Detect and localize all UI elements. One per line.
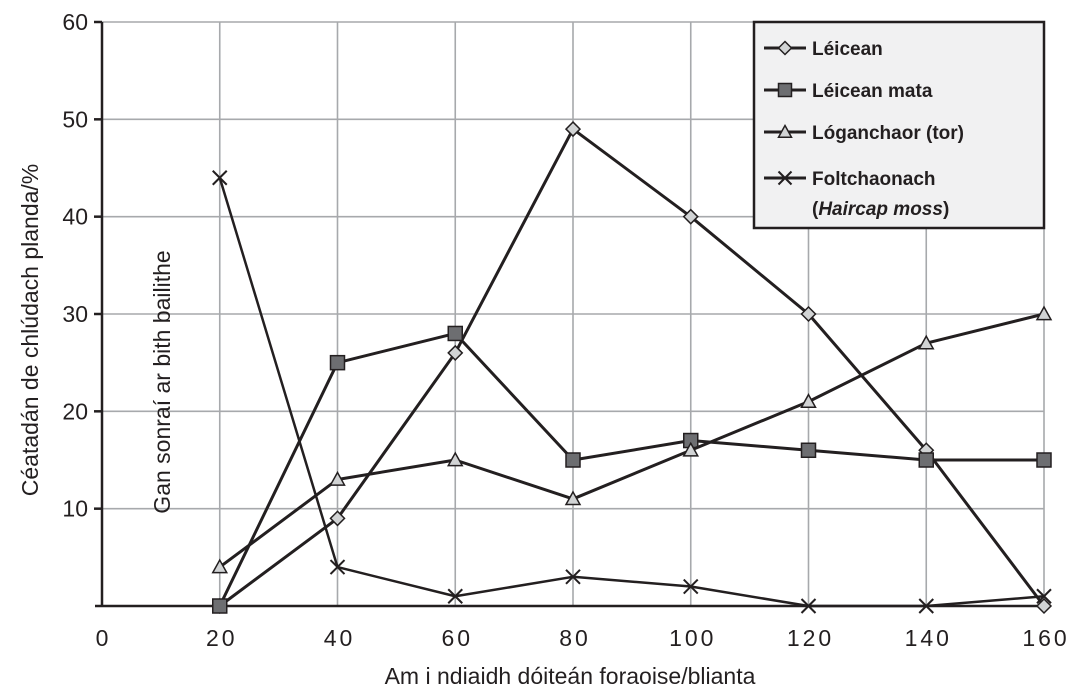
legend-item: Lóganchaor (tor) — [764, 123, 964, 144]
data-point-diamond — [777, 40, 793, 56]
legend: Léicean Léicean mata Lóganchaor (tor) Foltc… — [752, 20, 1046, 230]
cross-stroke — [1036, 588, 1052, 604]
y-tick-label: 30 — [62, 301, 88, 327]
x-axis-label: Am i ndiaidh dóiteán foraoise/blianta — [385, 663, 756, 689]
cross-stroke — [777, 170, 793, 186]
data-point-diamond — [447, 344, 464, 361]
data-point-triangle — [446, 451, 464, 467]
x-tick-label: 80 — [559, 625, 591, 651]
data-point-cross — [777, 170, 793, 186]
legend-item: Léicean — [764, 39, 883, 60]
series-square — [212, 325, 1052, 614]
x-tick-labels: 0 20 40 60 80 100 120 140 160 — [96, 625, 1069, 651]
data-point-diamond — [800, 305, 817, 323]
data-point-square — [329, 354, 346, 371]
cross-stroke — [918, 598, 934, 614]
cross-stroke — [329, 559, 346, 575]
data-point-triangle — [917, 334, 935, 350]
series-line — [218, 331, 1044, 607]
y-tick-label: 20 — [62, 398, 88, 424]
legend-label-secondary: (Haircap moss) — [812, 199, 949, 220]
cross-stroke — [212, 170, 228, 186]
cross-stroke — [800, 598, 817, 614]
legend-box — [752, 20, 1046, 230]
y-tick-label: 10 — [62, 496, 88, 522]
data-point-square — [212, 598, 228, 614]
data-point-cross — [212, 170, 228, 186]
data-point-diamond — [682, 208, 699, 225]
series-line — [218, 127, 1046, 608]
series-line — [218, 312, 1045, 569]
legend-label: Léicean — [812, 39, 883, 60]
data-point-square — [1036, 452, 1052, 468]
data-point-cross — [1036, 588, 1052, 604]
data-point-diamond — [564, 121, 582, 138]
series-group — [211, 121, 1053, 615]
data-point-square — [447, 325, 463, 342]
data-point-cross — [918, 598, 934, 614]
no-data-annotation: Gan sonraí ar bith bailithe — [149, 250, 175, 513]
data-point-square — [918, 452, 934, 468]
x-tick-label: 40 — [324, 625, 356, 651]
series-line — [218, 177, 1045, 608]
x-tick-label: 0 — [96, 625, 109, 651]
data-point-diamond — [329, 510, 346, 527]
legend-label: Foltchaonach — [812, 169, 936, 190]
cross-stroke — [565, 569, 581, 585]
legend-label: Léicean mata — [812, 81, 933, 102]
cross-stroke — [447, 588, 463, 604]
data-point-triangle — [1035, 305, 1053, 321]
data-point-triangle — [564, 490, 582, 506]
y-tick-label: 60 — [62, 9, 88, 35]
data-point-square — [777, 82, 793, 98]
y-tick-label: 40 — [62, 204, 88, 230]
x-tick-label: 100 — [669, 625, 716, 651]
y-axis-label: Céatadán de chlúdach planda/% — [17, 164, 43, 496]
data-point-diamond — [1035, 597, 1053, 615]
x-tick-label: 120 — [787, 625, 834, 651]
data-point-cross — [800, 598, 817, 614]
series-cross — [212, 170, 1052, 614]
data-point-triangle — [800, 393, 817, 408]
series-triangle — [211, 305, 1053, 574]
data-point-square — [800, 442, 817, 459]
x-tick-label: 60 — [441, 625, 473, 651]
x-tick-label: 160 — [1022, 625, 1069, 651]
data-point-cross — [565, 569, 581, 585]
data-point-cross — [683, 578, 699, 595]
cross-stroke — [683, 578, 699, 595]
x-tick-label: 20 — [206, 625, 238, 651]
data-point-triangle — [211, 558, 229, 574]
legend-item: Foltchaonach (Haircap moss) — [764, 169, 949, 220]
data-point-triangle — [329, 470, 346, 486]
data-point-square — [565, 452, 581, 468]
data-point-cross — [447, 588, 463, 604]
legend-label: Lóganchaor (tor) — [812, 123, 964, 144]
data-point-triangle — [682, 441, 700, 457]
data-point-cross — [329, 559, 346, 575]
x-tick-label: 140 — [905, 625, 952, 651]
legend-item: Léicean mata — [764, 81, 933, 102]
data-point-triangle — [777, 123, 793, 138]
y-tick-labels: 10 20 30 40 50 60 — [62, 9, 88, 522]
y-tick-label: 50 — [62, 106, 88, 132]
